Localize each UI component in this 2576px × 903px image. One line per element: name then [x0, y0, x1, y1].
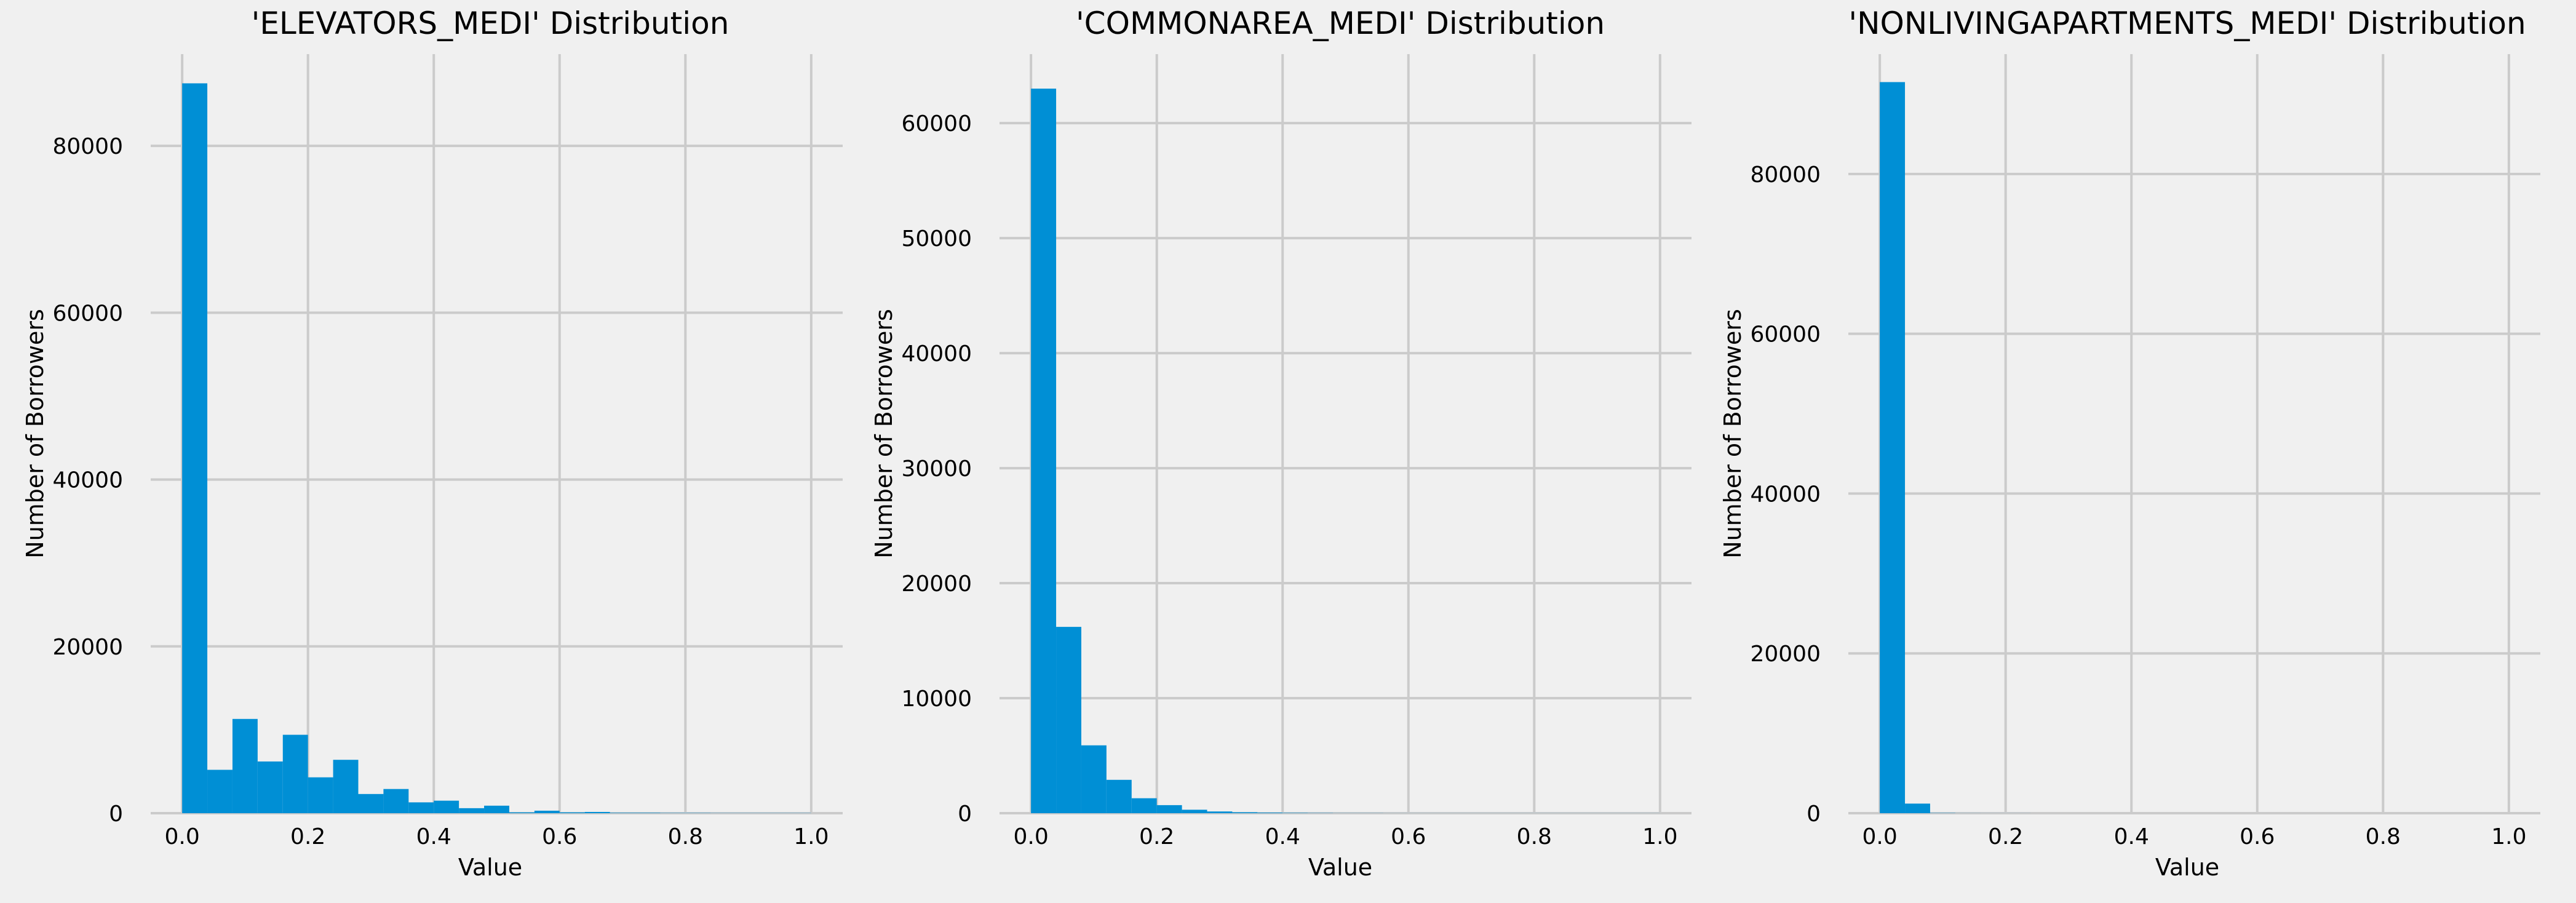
- x-tick-label: 1.0: [793, 824, 829, 849]
- y-tick-label: 40000: [901, 341, 972, 367]
- y-tick-label: 0: [958, 802, 972, 827]
- y-tick-labels: 0 20000 40000 60000 80000: [52, 134, 123, 827]
- chart-title: 'NONLIVINGAPARTMENTS_MEDI' Distribution: [1848, 6, 2526, 41]
- histogram-bar: [1156, 805, 1182, 813]
- x-tick-label: 1.0: [2491, 824, 2526, 849]
- histogram-bar: [232, 718, 258, 813]
- y-tick-label: 0: [109, 802, 123, 827]
- x-tick-label: 0.4: [416, 824, 451, 849]
- histogram-bar: [1131, 798, 1157, 813]
- x-tick-label: 0.4: [1265, 824, 1300, 849]
- y-tick-label: 50000: [901, 226, 972, 252]
- y-tick-label: 80000: [1750, 162, 1821, 188]
- y-tick-label: 20000: [901, 571, 972, 597]
- histogram-bar: [1106, 779, 1132, 813]
- y-tick-label: 20000: [1750, 642, 1821, 667]
- histogram-bar: [1056, 627, 1081, 813]
- histogram-bar: [257, 761, 283, 813]
- histogram-bar: [182, 83, 208, 813]
- x-tick-label: 0.2: [1139, 824, 1174, 849]
- bars: [182, 83, 811, 813]
- x-tick-labels: 0.0 0.2 0.4 0.6 0.8 1.0: [1014, 824, 1678, 849]
- histogram-bar: [484, 805, 509, 813]
- x-tick-labels: 0.0 0.2 0.4 0.6 0.8 1.0: [1862, 824, 2527, 849]
- chart-title: 'ELEVATORS_MEDI' Distribution: [252, 6, 729, 41]
- x-axis-label: Value: [1308, 854, 1372, 881]
- histogram-bar: [282, 734, 308, 813]
- grid-lines: [1848, 54, 2540, 814]
- y-tick-labels: 0 10000 20000 30000 40000 50000 60000: [901, 111, 972, 827]
- histogram-bar: [408, 802, 434, 813]
- histogram-bar: [1207, 811, 1233, 813]
- x-axis-label: Value: [2155, 854, 2219, 881]
- histogram-bar: [333, 760, 359, 813]
- y-tick-label: 60000: [1750, 322, 1821, 348]
- y-tick-label: 40000: [52, 468, 123, 493]
- y-tick-label: 60000: [52, 301, 123, 326]
- y-tick-label: 10000: [901, 686, 972, 712]
- y-tick-label: 30000: [901, 456, 972, 482]
- x-tick-label: 0.6: [1391, 824, 1426, 849]
- histogram-bar: [383, 789, 409, 813]
- panel-elevators-medi: 'ELEVATORS_MEDI' Distribution 0 20000 4000…: [22, 6, 843, 881]
- bars: [1031, 89, 1660, 813]
- histogram-bar: [1880, 82, 1906, 814]
- histogram-bar: [358, 794, 384, 813]
- x-tick-label: 0.8: [1517, 824, 1552, 849]
- y-tick-label: 80000: [52, 134, 123, 159]
- panel-nonlivingapartments-medi: 'NONLIVINGAPARTMENTS_MEDI' Distribution …: [1719, 6, 2540, 881]
- grid-lines: [151, 54, 843, 814]
- histogram-bar: [459, 808, 485, 813]
- x-tick-label: 1.0: [1642, 824, 1677, 849]
- x-tick-label: 0.0: [1014, 824, 1049, 849]
- histogram-bar: [1182, 810, 1207, 813]
- histogram-bar: [534, 810, 560, 813]
- y-tick-labels: 0 20000 40000 60000 80000: [1750, 162, 1821, 827]
- x-tick-label: 0.0: [1862, 824, 1898, 849]
- histogram-bar: [1031, 89, 1057, 813]
- histogram-bar: [1081, 745, 1107, 813]
- x-tick-label: 0.6: [2240, 824, 2275, 849]
- y-axis-label: Number of Borrowers: [870, 309, 897, 559]
- x-axis-label: Value: [458, 854, 522, 881]
- x-tick-label: 0.2: [290, 824, 325, 849]
- x-tick-label: 0.0: [165, 824, 200, 849]
- y-tick-label: 0: [1807, 802, 1821, 827]
- y-tick-label: 60000: [901, 111, 972, 137]
- y-tick-label: 20000: [52, 635, 123, 660]
- histogram-bar: [1905, 803, 1930, 813]
- panel-commonarea-medi: 'COMMONAREA_MEDI' Distribution 0 10000 200…: [870, 6, 1691, 881]
- x-tick-label: 0.2: [1988, 824, 2023, 849]
- x-tick-label: 0.8: [668, 824, 703, 849]
- chart-title: 'COMMONAREA_MEDI' Distribution: [1076, 6, 1605, 41]
- histogram-bar: [207, 770, 233, 813]
- x-tick-label: 0.8: [2366, 824, 2401, 849]
- x-tick-labels: 0.0 0.2 0.4 0.6 0.8 1.0: [165, 824, 829, 849]
- x-tick-label: 0.4: [2114, 824, 2149, 849]
- histogram-bar: [434, 800, 459, 813]
- y-axis-label: Number of Borrowers: [22, 309, 49, 559]
- y-axis-label: Number of Borrowers: [1719, 309, 1746, 559]
- y-tick-label: 40000: [1750, 482, 1821, 507]
- histogram-bar: [584, 811, 610, 813]
- bars: [1880, 82, 2031, 814]
- histogram-bar: [308, 777, 333, 813]
- x-tick-label: 0.6: [542, 824, 577, 849]
